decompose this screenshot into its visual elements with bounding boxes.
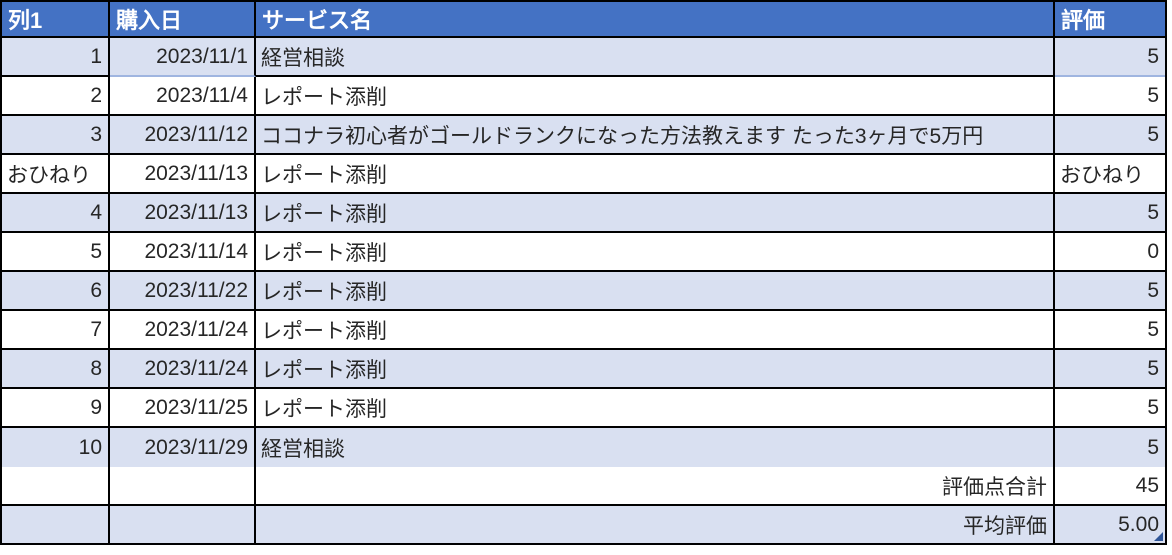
cell-rating[interactable]: おひねり bbox=[1055, 155, 1165, 194]
table-row: 1 2023/11/1 経営相談 5 bbox=[2, 38, 1165, 77]
cell-purchase-date[interactable]: 2023/11/14 bbox=[110, 233, 256, 272]
table-row: おひねり 2023/11/13 レポート添削 おひねり bbox=[2, 155, 1165, 194]
cell-service-name[interactable]: レポート添削 bbox=[256, 350, 1055, 389]
cell-rating[interactable]: 5 bbox=[1055, 272, 1165, 311]
cell-rating[interactable]: 5 bbox=[1055, 194, 1165, 233]
cell-service-name[interactable]: レポート添削 bbox=[256, 155, 1055, 194]
cell-service-name[interactable]: ココナラ初心者がゴールドランクになった方法教えます たった3ヶ月で5万円 bbox=[256, 116, 1055, 155]
table-row-average: 平均評価 5.00 bbox=[2, 506, 1165, 545]
table-row: 7 2023/11/24 レポート添削 5 bbox=[2, 311, 1165, 350]
cell-service-name[interactable]: レポート添削 bbox=[256, 311, 1055, 350]
cell-col1[interactable]: 1 bbox=[2, 38, 110, 77]
cell-purchase-date[interactable]: 2023/11/1 bbox=[110, 38, 256, 77]
cell-service-name[interactable]: 経営相談 bbox=[256, 428, 1055, 467]
cell-service-name[interactable]: レポート添削 bbox=[256, 77, 1055, 116]
table-row-total: 評価点合計 45 bbox=[2, 467, 1165, 506]
header-col1[interactable]: 列1 bbox=[2, 2, 110, 38]
cell-col1[interactable]: 4 bbox=[2, 194, 110, 233]
table-row: 3 2023/11/12 ココナラ初心者がゴールドランクになった方法教えます たった… bbox=[2, 116, 1165, 155]
cell-service-name[interactable]: レポート添削 bbox=[256, 194, 1055, 233]
table-resize-handle[interactable] bbox=[1154, 532, 1163, 541]
header-purchase-date[interactable]: 購入日 bbox=[110, 2, 256, 38]
cell-col1[interactable]: 9 bbox=[2, 389, 110, 428]
header-service-name[interactable]: サービス名 bbox=[256, 2, 1055, 38]
cell-rating[interactable]: 5 bbox=[1055, 116, 1165, 155]
cell-col1[interactable] bbox=[2, 506, 110, 545]
summary-value-total[interactable]: 45 bbox=[1055, 467, 1165, 506]
cell-service-name[interactable]: レポート添削 bbox=[256, 233, 1055, 272]
table-row: 10 2023/11/29 経営相談 5 bbox=[2, 428, 1165, 467]
table-row: 5 2023/11/14 レポート添削 0 bbox=[2, 233, 1165, 272]
table-body: 1 2023/11/1 経営相談 5 2 2023/11/4 レポート添削 5 3 2023/11… bbox=[2, 38, 1165, 467]
cell-rating[interactable]: 5 bbox=[1055, 311, 1165, 350]
cell-service-name[interactable]: レポート添削 bbox=[256, 389, 1055, 428]
cell-purchase-date[interactable]: 2023/11/4 bbox=[110, 77, 256, 116]
header-rating[interactable]: 評価 bbox=[1055, 2, 1165, 38]
cell-purchase-date[interactable]: 2023/11/24 bbox=[110, 350, 256, 389]
cell-service-name[interactable]: 経営相談 bbox=[256, 38, 1055, 77]
table-row: 8 2023/11/24 レポート添削 5 bbox=[2, 350, 1165, 389]
table-row: 9 2023/11/25 レポート添削 5 bbox=[2, 389, 1165, 428]
table-row: 6 2023/11/22 レポート添削 5 bbox=[2, 272, 1165, 311]
summary-value-average[interactable]: 5.00 bbox=[1055, 506, 1165, 545]
cell-purchase-date[interactable] bbox=[110, 506, 256, 545]
cell-purchase-date[interactable]: 2023/11/12 bbox=[110, 116, 256, 155]
cell-purchase-date[interactable]: 2023/11/25 bbox=[110, 389, 256, 428]
cell-col1[interactable]: 5 bbox=[2, 233, 110, 272]
table-row: 4 2023/11/13 レポート添削 5 bbox=[2, 194, 1165, 233]
cell-rating[interactable]: 5 bbox=[1055, 77, 1165, 116]
cell-col1[interactable]: 3 bbox=[2, 116, 110, 155]
cell-col1[interactable]: 8 bbox=[2, 350, 110, 389]
cell-service-name[interactable]: レポート添削 bbox=[256, 272, 1055, 311]
cell-rating[interactable]: 5 bbox=[1055, 389, 1165, 428]
cell-col1[interactable]: 7 bbox=[2, 311, 110, 350]
spreadsheet-table: 列1 購入日 サービス名 評価 1 2023/11/1 経営相談 5 2 2023/11/… bbox=[0, 0, 1167, 545]
cell-rating[interactable]: 5 bbox=[1055, 38, 1165, 77]
cell-col1[interactable] bbox=[2, 467, 110, 506]
cell-rating[interactable]: 5 bbox=[1055, 428, 1165, 467]
cell-col1[interactable]: 6 bbox=[2, 272, 110, 311]
cell-purchase-date[interactable]: 2023/11/13 bbox=[110, 155, 256, 194]
cell-purchase-date[interactable]: 2023/11/24 bbox=[110, 311, 256, 350]
table-row: 2 2023/11/4 レポート添削 5 bbox=[2, 77, 1165, 116]
cell-col1[interactable]: 10 bbox=[2, 428, 110, 467]
cell-rating[interactable]: 0 bbox=[1055, 233, 1165, 272]
cell-purchase-date[interactable] bbox=[110, 467, 256, 506]
cell-purchase-date[interactable]: 2023/11/13 bbox=[110, 194, 256, 233]
cell-rating[interactable]: 5 bbox=[1055, 350, 1165, 389]
summary-label-average[interactable]: 平均評価 bbox=[256, 506, 1055, 545]
table-header-row: 列1 購入日 サービス名 評価 bbox=[2, 2, 1165, 38]
summary-label-total[interactable]: 評価点合計 bbox=[256, 467, 1055, 506]
cell-purchase-date[interactable]: 2023/11/22 bbox=[110, 272, 256, 311]
cell-col1[interactable]: おひねり bbox=[2, 155, 110, 194]
cell-purchase-date[interactable]: 2023/11/29 bbox=[110, 428, 256, 467]
cell-col1[interactable]: 2 bbox=[2, 77, 110, 116]
